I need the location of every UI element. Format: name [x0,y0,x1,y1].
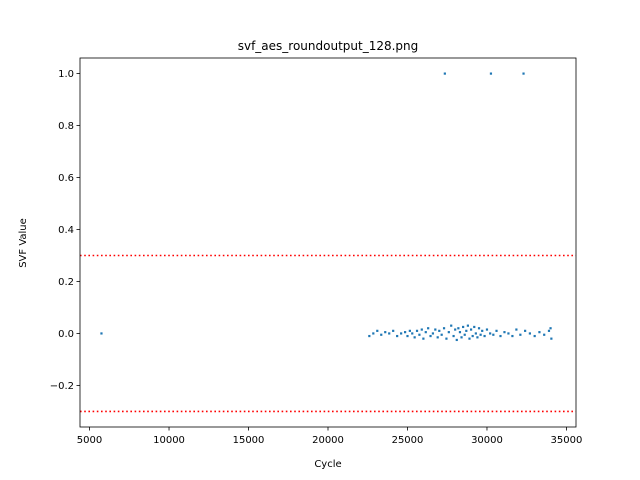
data-point [543,333,546,336]
data-point [450,324,453,327]
data-point [477,327,481,330]
data-point [465,329,468,332]
data-point [376,329,379,332]
data-point [384,331,387,334]
data-point [511,334,514,338]
data-point [431,332,435,335]
data-point [471,334,474,338]
data-point [476,336,479,339]
data-point [549,327,552,330]
data-point [462,325,465,329]
data-point [368,334,371,338]
data-point [474,332,477,335]
data-point [457,327,460,330]
data-point [413,336,416,339]
data-point [424,331,427,334]
x-axis: 5000 10000 15000 20000 25000 30000 35000 [77,427,583,446]
x-tick-label: 15000 [233,435,265,446]
data-point [538,331,541,334]
y-tick-label: 0.2 [58,277,74,288]
x-tick-label: 30000 [471,435,503,446]
data-point [460,336,463,339]
data-point [100,332,103,335]
data-point [392,329,395,332]
x-tick-label: 20000 [312,435,344,446]
data-point [400,332,403,335]
data-point [388,332,391,335]
data-point [420,328,423,331]
data-point [519,333,522,336]
data-point [463,333,466,336]
data-point [533,334,536,338]
x-axis-label: Cycle [314,459,341,470]
y-tick-label: 1.0 [58,69,74,80]
y-tick-label: 0.8 [58,121,74,132]
data-point [404,331,407,334]
data-point [442,327,446,330]
chart-title: svf_aes_roundoutput_128.png [238,39,419,53]
data-point [415,329,419,332]
data-point [485,328,489,331]
data-point [489,332,492,335]
data-point [466,324,469,327]
data-point [503,331,506,334]
data-point [445,337,448,340]
data-point [452,334,455,338]
y-axis-label: SVF Value [18,218,29,268]
data-point [528,332,531,335]
data-point [436,336,439,339]
x-tick-label: 25000 [392,435,424,446]
data-point [438,329,441,332]
data-point [406,334,409,338]
y-axis: −0.2 0.0 0.2 0.4 0.6 0.8 1.0 [50,69,80,392]
data-point [524,329,527,332]
data-point [396,334,399,338]
x-tick-label: 10000 [153,435,185,446]
data-point [408,329,411,332]
y-tick-label: 0.4 [58,225,74,236]
data-point [429,334,432,338]
data-point [418,333,421,336]
data-point [468,337,471,340]
data-point [515,328,518,331]
y-tick-label: 0.6 [58,173,74,184]
data-point [422,337,425,340]
data-point [443,72,446,75]
data-point [481,329,484,332]
data-point [479,333,482,336]
data-point [507,332,510,335]
data-point [372,332,375,335]
data-point [380,333,383,336]
data-point [483,334,486,338]
data-point [473,325,476,329]
data-point [547,329,551,332]
x-tick-label: 5000 [77,435,102,446]
data-point [489,72,493,75]
data-point [440,333,443,336]
data-point [411,332,414,335]
data-point [455,338,458,342]
data-point [492,333,495,336]
data-point [499,334,502,338]
plot-area [80,72,576,413]
data-point [495,329,498,332]
plot-frame [79,57,577,428]
data-point [458,331,462,334]
data-point [454,328,457,331]
data-point [550,337,553,340]
y-tick-label: 0.0 [58,329,74,340]
data-point [522,72,525,75]
data-point [469,328,473,331]
data-point [447,331,450,334]
data-point [427,327,430,330]
data-point [434,328,437,331]
x-tick-label: 35000 [551,435,583,446]
y-tick-label: −0.2 [50,381,74,392]
